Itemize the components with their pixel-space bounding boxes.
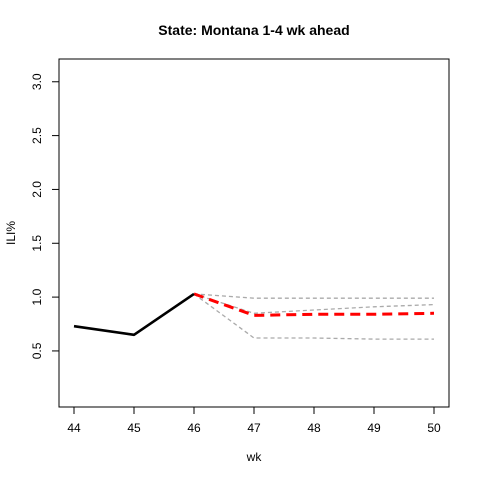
- x-tick-label: 47: [247, 421, 261, 435]
- y-tick-label: 1.0: [30, 288, 44, 305]
- x-tick-label: 46: [187, 421, 201, 435]
- y-axis: 0.5 1.0 1.5 2.0 2.5 3.0: [30, 73, 59, 359]
- x-axis: 44 45 46 47 48 49 50: [67, 407, 441, 435]
- series-line-upper-bound: [193, 293, 434, 299]
- y-tick-label: 2.0: [30, 181, 44, 198]
- x-tick-label: 45: [127, 421, 141, 435]
- chart-title: State: Montana 1-4 wk ahead: [158, 22, 349, 38]
- y-tick-label: 2.5: [30, 127, 44, 144]
- y-tick-label: 3.0: [30, 73, 44, 90]
- series-line-observed: [73, 292, 195, 337]
- y-axis-label: ILI%: [4, 221, 18, 245]
- y-tick-label: 1.5: [30, 235, 44, 252]
- x-tick-label: 49: [367, 421, 381, 435]
- x-tick-label: 44: [67, 421, 81, 435]
- series-line-lower-bound: [193, 293, 434, 340]
- series-layer: [73, 292, 435, 340]
- series-line-middle-bound: [193, 293, 435, 314]
- x-tick-label: 48: [307, 421, 321, 435]
- y-tick-label: 0.5: [30, 342, 44, 359]
- x-tick-label: 50: [427, 421, 441, 435]
- x-axis-label: wk: [246, 450, 263, 464]
